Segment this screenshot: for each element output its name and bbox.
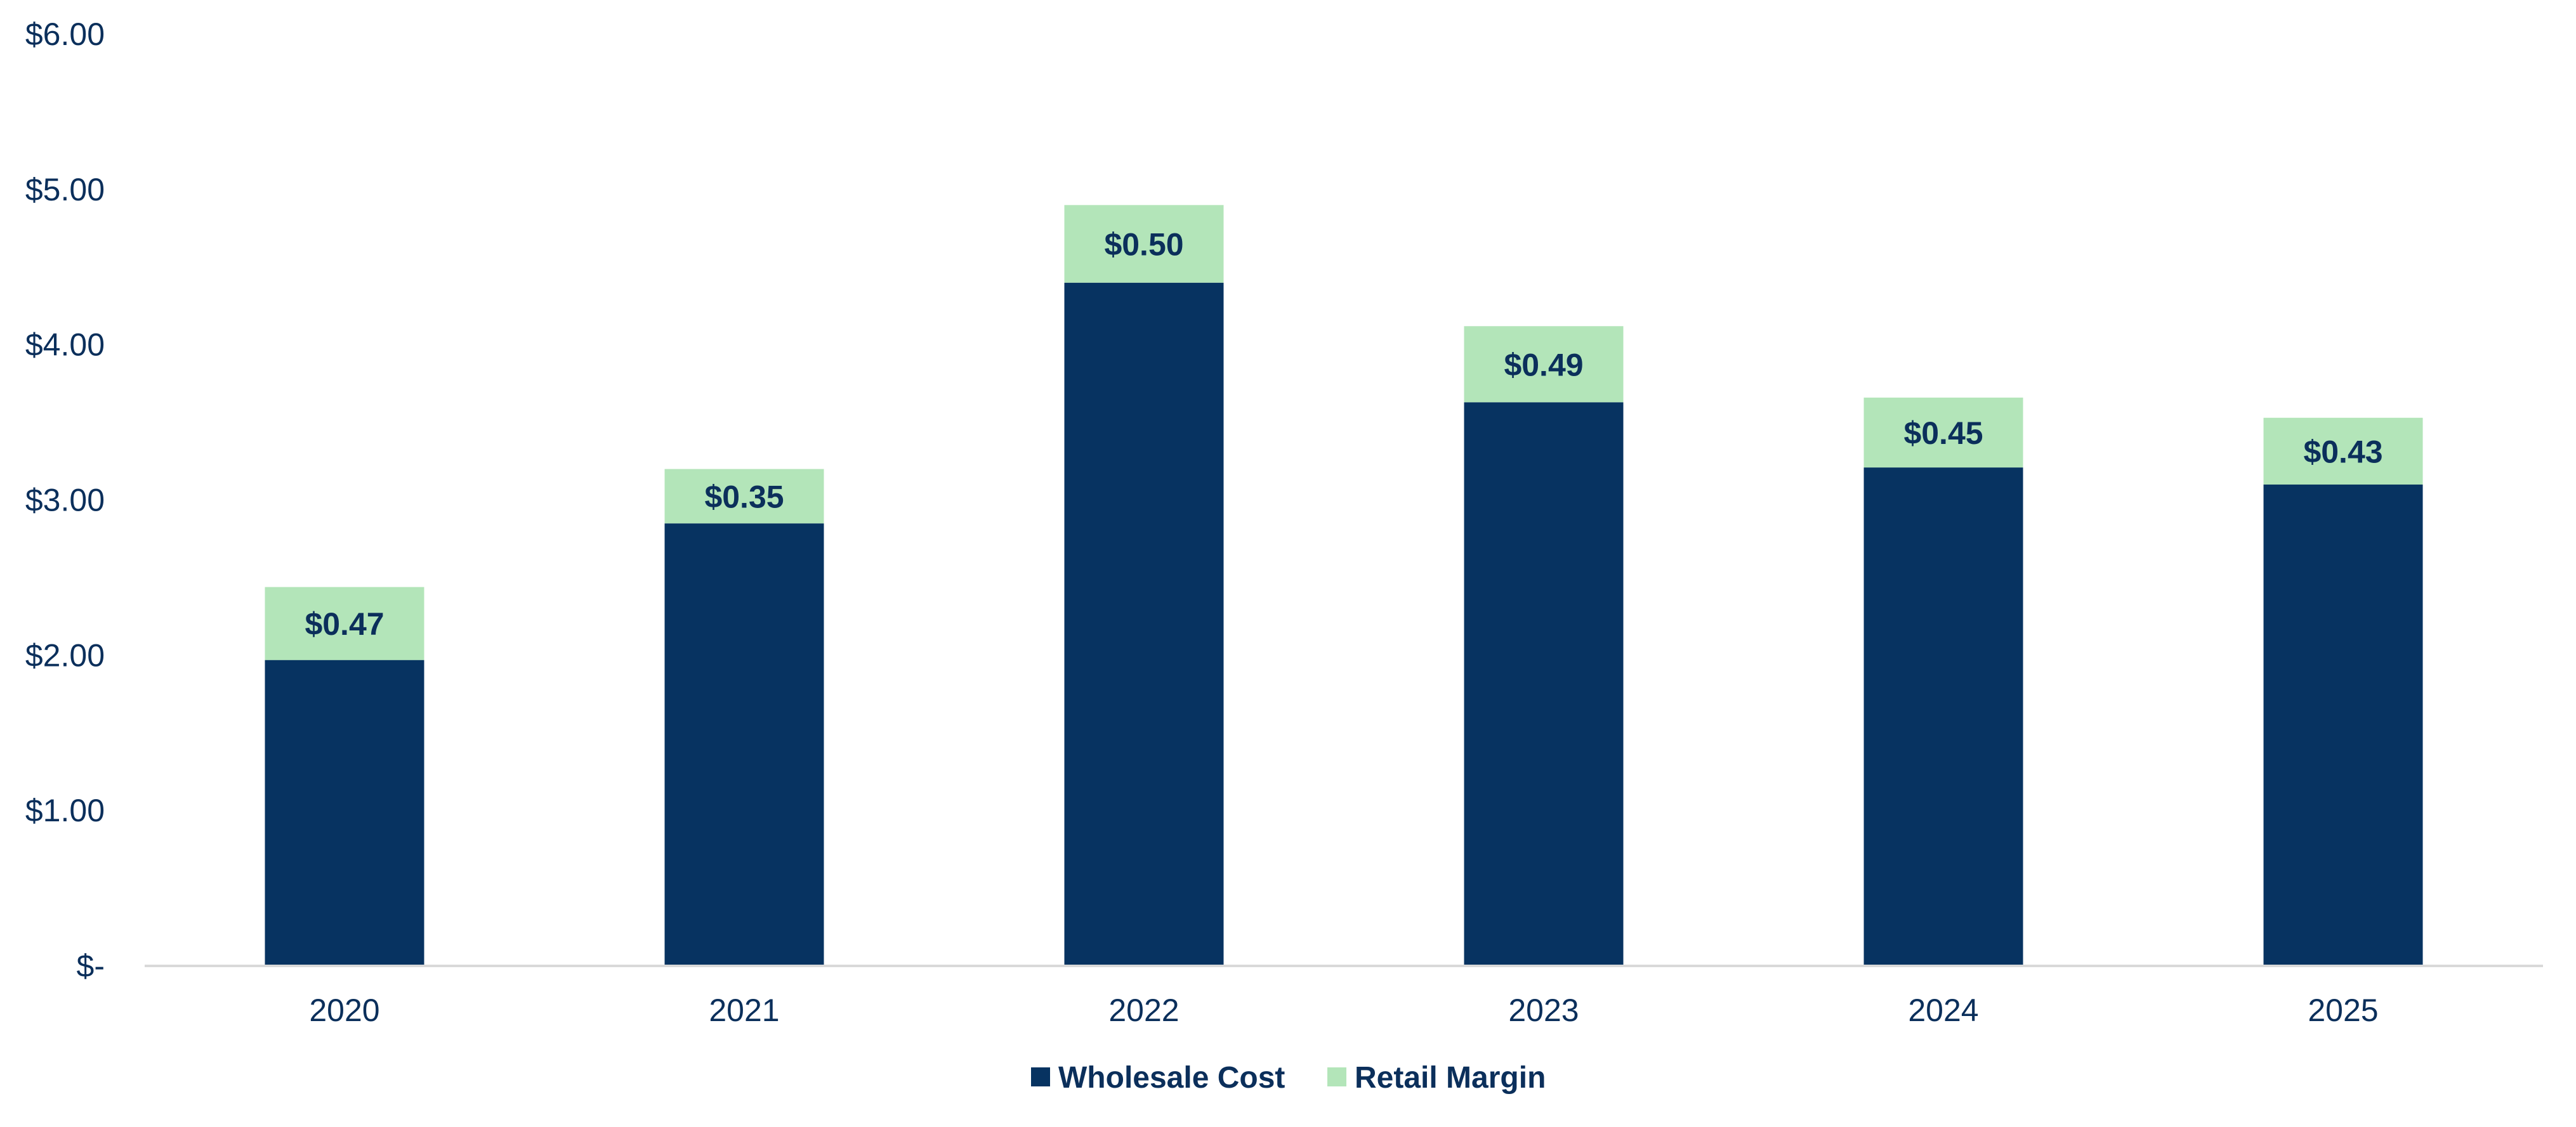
data-label: $0.49 [1504,347,1583,382]
legend-label-wholesale-cost: Wholesale Cost [1058,1061,1285,1095]
bar-wholesale-cost-2020 [265,660,424,966]
x-tick-label: 2021 [709,993,779,1028]
legend-label-retail-margin: Retail Margin [1355,1061,1546,1095]
y-tick-label: $- [77,948,105,984]
x-tick-label: 2024 [1908,993,1978,1028]
data-label: $0.35 [704,479,784,514]
data-label: $0.47 [305,606,384,642]
bar-wholesale-cost-2023 [1464,402,1624,966]
y-tick-label: $3.00 [25,483,105,518]
y-tick-label: $2.00 [25,637,105,673]
legend-swatch-wholesale-cost [1031,1067,1050,1086]
bars: $0.47 $0.35 $0.50 $0.49 $0.45 $0.43 [265,205,2423,966]
x-tick-label: 2025 [2308,993,2378,1028]
bar-wholesale-cost-2021 [664,523,824,966]
x-axis-ticks: 2020 2021 2022 2023 2024 2025 [309,993,2378,1028]
data-label: $0.50 [1104,227,1183,263]
data-label: $0.43 [2303,434,2382,469]
legend: Wholesale Cost Retail Margin [1031,1061,1546,1095]
bar-retail-margin-2025 [2263,417,2423,485]
y-tick-label: $6.00 [25,16,105,52]
x-tick-label: 2022 [1108,993,1179,1028]
bar-retail-margin-2020 [265,587,424,660]
bar-retail-margin-2021 [664,469,824,524]
y-tick-label: $4.00 [25,327,105,363]
data-label: $0.45 [1903,415,1983,451]
legend-swatch-retail-margin [1327,1067,1346,1086]
y-tick-label: $5.00 [25,172,105,207]
bar-wholesale-cost-2024 [1863,467,2023,966]
bar-wholesale-cost-2025 [2263,485,2423,966]
bar-retail-margin-2022 [1064,205,1224,283]
y-tick-label: $1.00 [25,793,105,828]
bar-retail-margin-2024 [1863,397,2023,468]
bar-wholesale-cost-2022 [1064,282,1224,966]
y-axis-ticks: $- $1.00 $2.00 $3.00 $4.00 $5.00 $6.00 [25,16,105,984]
x-tick-label: 2020 [309,993,379,1028]
bar-retail-margin-2023 [1464,326,1624,403]
x-tick-label: 2023 [1508,993,1579,1028]
